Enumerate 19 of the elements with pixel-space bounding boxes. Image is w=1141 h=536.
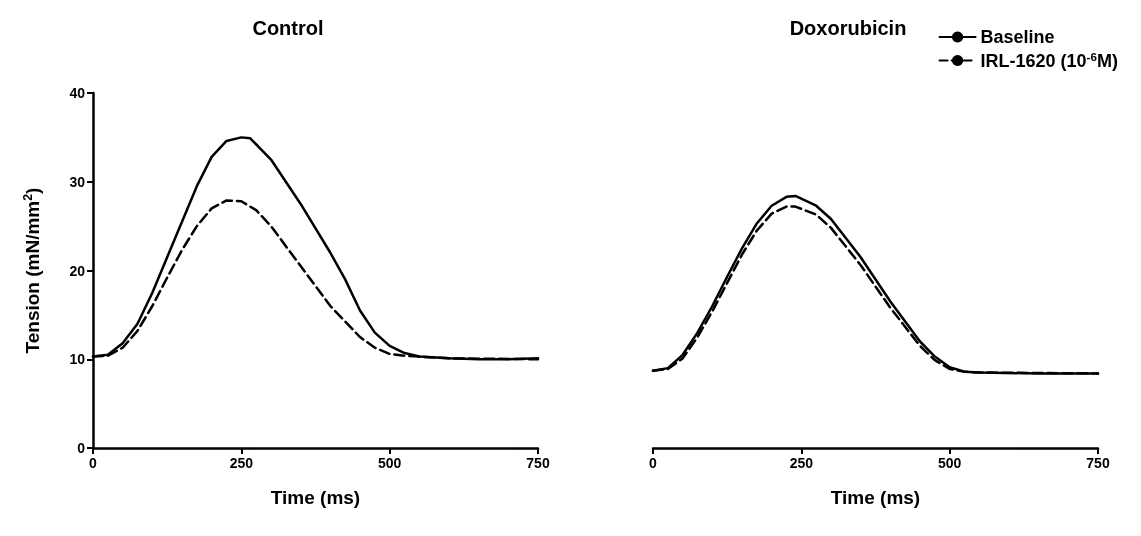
y-tick-label: 20 <box>69 262 86 279</box>
y-tick-label: 0 <box>77 440 86 456</box>
x-axis-title: Time (ms) <box>830 487 921 508</box>
y-tick-label: 10 <box>69 351 86 368</box>
x-tick-label: 0 <box>89 455 98 471</box>
x-tick-label: 250 <box>229 455 254 471</box>
chart-title: Doxorubicin <box>789 17 907 39</box>
x-tick-label: 250 <box>789 455 814 471</box>
x-tick-label: 500 <box>377 455 402 471</box>
y-axis-title: Tension (mN/mm2) <box>20 187 43 354</box>
y-tick-label: 30 <box>69 173 86 190</box>
x-tick-label: 750 <box>526 455 550 471</box>
x-tick-label: 750 <box>1086 455 1110 471</box>
x-tick-label: 500 <box>937 455 962 471</box>
x-tick-label: 0 <box>649 455 658 471</box>
legend-label: Baseline <box>980 27 1055 47</box>
x-axis-title: Time (ms) <box>270 487 361 508</box>
y-tick-label: 40 <box>69 85 86 101</box>
chart-title: Control <box>252 17 324 39</box>
